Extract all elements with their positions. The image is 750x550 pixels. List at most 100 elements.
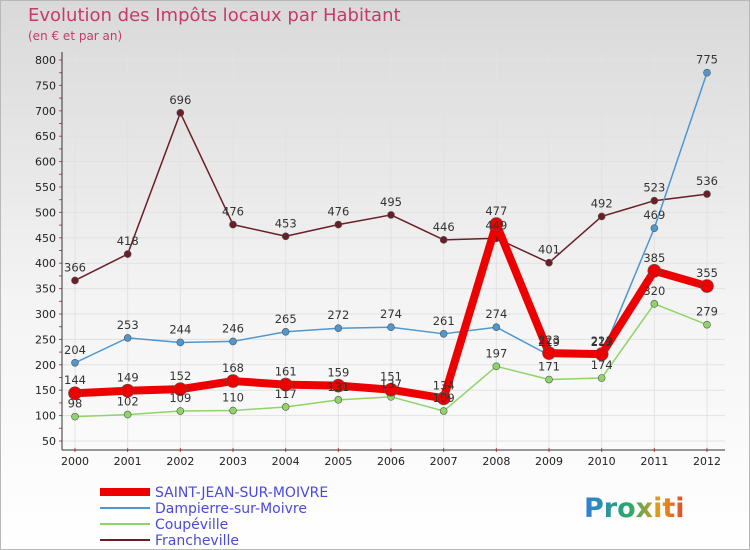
data-point-dampierre-sur-moivre xyxy=(176,338,185,347)
data-label-dampierre-sur-moivre: 272 xyxy=(327,308,349,322)
data-label-coup-ville: 102 xyxy=(117,395,139,409)
legend: SAINT-JEAN-SUR-MOIVREDampierre-sur-Moivr… xyxy=(100,485,328,549)
x-tick-label: 2005 xyxy=(324,455,352,468)
data-label-francheville: 476 xyxy=(222,205,244,219)
chart-title: Evolution des Impôts locaux par Habitant xyxy=(28,5,401,26)
data-point-coup-ville xyxy=(71,412,79,421)
data-label-saint-jean-sur-moivre: 151 xyxy=(380,370,402,384)
x-tick-label: 2009 xyxy=(535,455,563,468)
data-label-coup-ville: 197 xyxy=(485,346,507,360)
data-label-saint-jean-sur-moivre: 161 xyxy=(275,365,297,379)
data-point-francheville xyxy=(545,258,553,267)
data-label-francheville: 449 xyxy=(485,218,507,232)
data-point-saint-jean-sur-moivre xyxy=(594,347,609,361)
data-point-saint-jean-sur-moivre xyxy=(647,264,662,278)
y-tick-label: 250 xyxy=(35,333,56,346)
data-label-dampierre-sur-moivre: 246 xyxy=(222,321,244,335)
legend-label: SAINT-JEAN-SUR-MOIVRE xyxy=(155,485,328,501)
data-point-francheville xyxy=(650,196,659,205)
x-tick-label: 2003 xyxy=(219,455,247,468)
data-label-saint-jean-sur-moivre: 355 xyxy=(696,266,718,280)
y-tick-label: 550 xyxy=(35,181,56,194)
y-tick-label: 400 xyxy=(35,257,56,270)
x-tick-label: 2010 xyxy=(588,455,616,468)
legend-label: Francheville xyxy=(155,533,239,549)
data-point-coup-ville xyxy=(492,362,501,371)
data-point-coup-ville xyxy=(229,406,237,415)
data-point-coup-ville xyxy=(281,403,290,411)
data-label-coup-ville: 110 xyxy=(222,391,244,405)
data-point-dampierre-sur-moivre xyxy=(703,68,711,77)
data-point-saint-jean-sur-moivre xyxy=(278,377,293,392)
data-point-dampierre-sur-moivre xyxy=(281,327,290,336)
data-label-dampierre-sur-moivre: 219 xyxy=(538,335,560,349)
data-label-francheville: 453 xyxy=(275,216,297,230)
data-label-dampierre-sur-moivre: 274 xyxy=(380,307,402,321)
x-tick-label: 2004 xyxy=(272,455,300,468)
data-label-dampierre-sur-moivre: 274 xyxy=(485,307,507,321)
data-label-francheville: 418 xyxy=(117,234,139,248)
y-tick-label: 750 xyxy=(35,79,56,92)
x-tick-label: 2012 xyxy=(693,455,721,468)
data-label-dampierre-sur-moivre: 219 xyxy=(591,335,613,349)
data-point-coup-ville xyxy=(650,300,659,308)
y-tick-label: 800 xyxy=(35,54,56,67)
data-label-saint-jean-sur-moivre: 159 xyxy=(327,366,349,380)
data-point-dampierre-sur-moivre xyxy=(123,334,132,342)
data-point-dampierre-sur-moivre xyxy=(650,224,659,232)
proxiti-logo: Proxiti xyxy=(584,493,685,524)
data-point-dampierre-sur-moivre xyxy=(229,337,237,346)
data-label-francheville: 696 xyxy=(169,93,191,107)
data-label-saint-jean-sur-moivre: 168 xyxy=(222,361,244,375)
y-tick-label: 350 xyxy=(35,283,56,296)
data-point-francheville xyxy=(229,220,237,229)
data-label-coup-ville: 98 xyxy=(68,397,83,411)
data-label-coup-ville: 320 xyxy=(643,284,665,298)
data-label-coup-ville: 109 xyxy=(433,391,455,405)
data-label-dampierre-sur-moivre: 253 xyxy=(117,318,139,332)
data-point-saint-jean-sur-moivre xyxy=(384,382,398,397)
data-label-coup-ville: 171 xyxy=(538,360,560,374)
data-point-dampierre-sur-moivre xyxy=(387,323,395,332)
data-point-francheville xyxy=(71,276,79,285)
data-point-saint-jean-sur-moivre xyxy=(436,391,451,406)
data-point-francheville xyxy=(281,232,290,241)
data-point-dampierre-sur-moivre xyxy=(492,323,501,332)
x-tick-label: 2011 xyxy=(640,455,668,468)
data-point-coup-ville xyxy=(176,407,185,415)
data-point-francheville xyxy=(123,250,132,258)
data-label-dampierre-sur-moivre: 244 xyxy=(169,322,191,336)
y-tick-label: 200 xyxy=(35,359,56,372)
data-label-francheville: 492 xyxy=(591,196,613,210)
x-tick-label: 2006 xyxy=(377,455,405,468)
chart-subtitle: (en € et par an) xyxy=(28,29,123,43)
data-label-coup-ville: 131 xyxy=(327,380,349,394)
data-label-dampierre-sur-moivre: 261 xyxy=(433,314,455,328)
axes-layer: 50 100 150 200 250 300 350 400 450 500 550 600 650 70… xyxy=(35,52,725,468)
data-point-saint-jean-sur-moivre xyxy=(542,346,556,360)
y-tick-label: 600 xyxy=(35,156,56,169)
data-label-coup-ville: 109 xyxy=(169,391,191,405)
data-point-coup-ville xyxy=(597,374,606,382)
data-label-francheville: 523 xyxy=(643,181,665,195)
data-point-dampierre-sur-moivre xyxy=(439,330,448,338)
data-point-saint-jean-sur-moivre xyxy=(120,383,135,398)
data-label-coup-ville: 117 xyxy=(275,387,297,401)
x-tick-label: 2002 xyxy=(166,455,194,468)
data-label-coup-ville: 174 xyxy=(591,358,613,372)
data-point-coup-ville xyxy=(439,407,448,415)
data-point-francheville xyxy=(703,190,711,198)
data-label-saint-jean-sur-moivre: 134 xyxy=(433,378,455,392)
data-label-saint-jean-sur-moivre: 144 xyxy=(64,373,86,387)
y-tick-label: 650 xyxy=(35,130,56,143)
data-point-francheville xyxy=(597,212,606,221)
data-point-francheville xyxy=(387,211,395,219)
data-point-coup-ville xyxy=(334,396,343,404)
y-tick-label: 500 xyxy=(35,206,56,219)
data-label-dampierre-sur-moivre: 469 xyxy=(643,208,665,222)
data-label-francheville: 536 xyxy=(696,174,718,188)
data-point-coup-ville xyxy=(123,410,132,419)
data-label-francheville: 476 xyxy=(327,205,349,219)
